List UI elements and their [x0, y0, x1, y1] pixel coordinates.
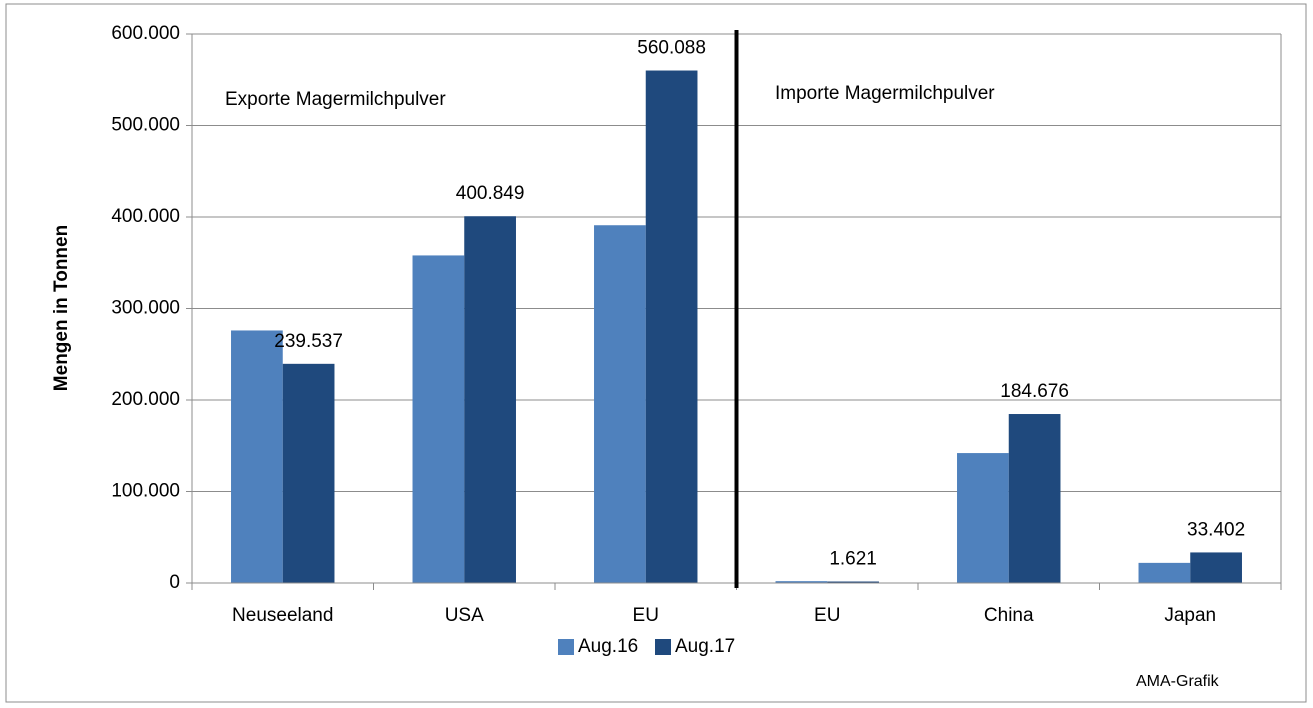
data-label: 184.676 — [1000, 381, 1069, 402]
bar — [1190, 552, 1242, 583]
x-tick-label: EU — [633, 605, 659, 626]
y-tick-label: 0 — [169, 572, 180, 593]
y-tick-label: 500.000 — [111, 115, 180, 136]
data-label: 33.402 — [1187, 519, 1245, 540]
bar — [1008, 414, 1061, 583]
bar — [282, 363, 335, 583]
data-label: 1.621 — [829, 549, 877, 570]
y-tick-label: 200.000 — [111, 389, 180, 410]
bar — [412, 255, 465, 583]
x-tick-label: EU — [814, 605, 840, 626]
y-tick-label: 300.000 — [111, 298, 180, 319]
bar — [957, 453, 1009, 583]
bar — [1138, 562, 1191, 583]
legend-label: Aug.17 — [675, 636, 735, 657]
x-tick-label: Japan — [1164, 605, 1216, 626]
x-tick-label: Neuseeland — [232, 605, 333, 626]
x-tick-label: China — [984, 605, 1034, 626]
annotation: Exporte Magermilchpulver — [225, 89, 446, 110]
y-tick-label: 100.000 — [111, 481, 180, 502]
y-tick-label: 600.000 — [111, 23, 180, 44]
data-label: 560.088 — [637, 38, 706, 59]
legend-swatch — [655, 639, 671, 655]
x-tick-label: USA — [445, 605, 484, 626]
annotation: AMA-Grafik — [1136, 673, 1220, 690]
bar — [231, 330, 283, 583]
data-label: 400.849 — [456, 183, 525, 204]
bar — [827, 581, 879, 583]
bar — [645, 70, 698, 584]
annotation: Importe Magermilchpulver — [775, 83, 995, 104]
y-axis-label: Mengen in Tonnen — [51, 225, 72, 391]
data-label: 239.537 — [274, 331, 343, 352]
bar — [464, 216, 516, 584]
bar — [775, 581, 828, 583]
legend-label: Aug.16 — [578, 636, 638, 657]
bar — [594, 225, 646, 584]
y-tick-label: 400.000 — [111, 206, 180, 227]
legend-swatch — [558, 639, 574, 655]
